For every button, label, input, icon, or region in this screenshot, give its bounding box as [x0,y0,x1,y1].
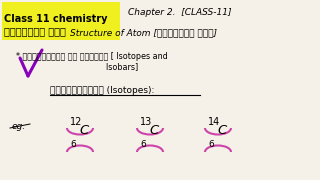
Text: সমস্থানিকৰ (Isotopes):: সমস্থানিকৰ (Isotopes): [50,86,154,95]
Text: 6: 6 [208,140,214,149]
Text: Structure of Atom [পৰমাণুৰ গঠন]: Structure of Atom [পৰমাণুৰ গঠন] [70,28,217,37]
Text: 13: 13 [140,117,152,127]
Text: 14: 14 [208,117,220,127]
Text: C: C [79,124,88,137]
Text: * সমস্থানিক আৰ সমভাৰী [ Isotopes and: * সমস্থানিক আৰ সমভাৰী [ Isotopes and [16,52,168,61]
Text: Isobars]: Isobars] [16,62,138,71]
Text: Class 11 chemistry: Class 11 chemistry [4,14,108,24]
Text: Chapter 2.  [CLASS-11]: Chapter 2. [CLASS-11] [128,8,231,17]
Text: 12: 12 [70,117,82,127]
Text: C: C [149,124,158,137]
FancyBboxPatch shape [2,2,120,40]
Text: C: C [217,124,226,137]
Text: 6: 6 [140,140,146,149]
Text: 6: 6 [70,140,76,149]
Text: eg.: eg. [12,122,26,131]
Text: পৰমাণুৰ গঠন: পৰমাণুৰ গঠন [4,26,66,36]
